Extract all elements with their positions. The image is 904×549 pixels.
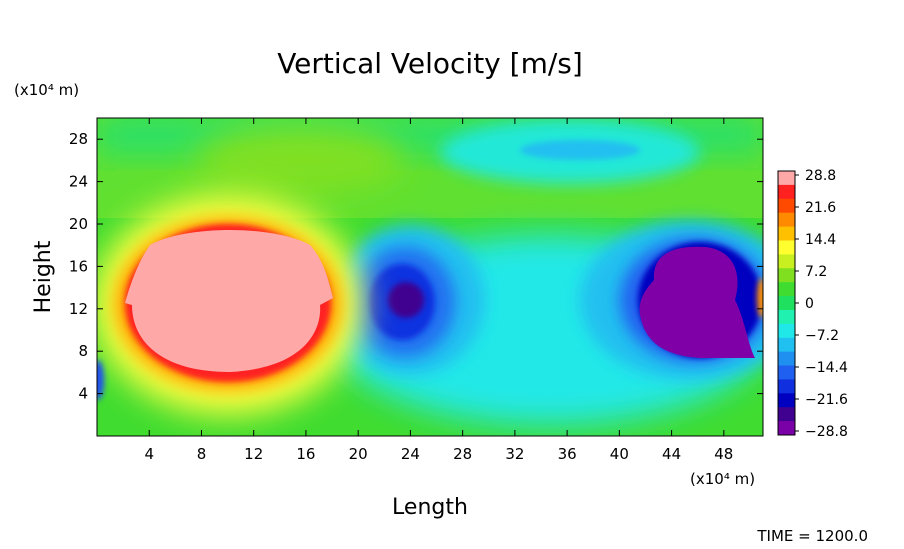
x-tick-label: 44: [662, 445, 681, 463]
x-tick-label: 48: [714, 445, 733, 463]
colorbar-segment: [778, 296, 795, 311]
updraft-core: [125, 230, 333, 372]
x-unit-label: (x10⁴ m): [690, 470, 755, 488]
time-label: TIME = 1200.0: [756, 527, 868, 544]
x-axis: 4 8 12 16 20 24 28 32 36 40 44 48: [144, 118, 733, 463]
colorbar-label: −28.8: [805, 424, 848, 440]
colorbar-segment: [778, 212, 795, 228]
colorbar-label: 21.6: [805, 200, 836, 216]
colorbar-segment: [778, 407, 795, 422]
upper-updraft-region: [195, 125, 405, 195]
x-tick-label: 12: [244, 445, 263, 463]
y-tick-label: 24: [69, 173, 88, 191]
y-tick-label: 28: [69, 130, 88, 148]
x-tick-label: 20: [349, 445, 368, 463]
colorbar-segment: [778, 379, 795, 394]
colorbar-segment: [778, 282, 795, 297]
x-tick-label: 24: [401, 445, 420, 463]
colorbar-segment: [778, 171, 795, 186]
colorbar-segment: [778, 226, 795, 241]
plot-area: [97, 118, 763, 436]
colorbar-label: 0: [805, 296, 814, 312]
edge-downdraft-left: [97, 360, 104, 400]
colorbar-segment: [778, 337, 795, 353]
y-tick-label: 12: [69, 300, 88, 318]
colorbar-segment: [778, 365, 795, 380]
colorbar-segment: [778, 309, 795, 325]
x-tick-label: 40: [610, 445, 629, 463]
y-tick-label: 20: [69, 215, 88, 233]
y-tick-label: 8: [78, 342, 88, 360]
y-unit-label: (x10⁴ m): [14, 81, 79, 99]
x-tick-label: 8: [197, 445, 207, 463]
colorbar-label: 14.4: [805, 232, 836, 248]
colorbar-segment: [778, 421, 795, 436]
colorbar-label: −14.4: [805, 360, 848, 376]
colorbar-label: 28.8: [805, 168, 836, 184]
colorbar-segment: [778, 184, 795, 200]
colorbar-label: −21.6: [805, 392, 848, 408]
chart-title: Vertical Velocity [m/s]: [277, 47, 583, 80]
colorbar-segment: [778, 268, 795, 283]
colorbar-label: −7.2: [805, 328, 839, 344]
left-downdraft-core: [388, 282, 424, 318]
x-tick-label: 28: [453, 445, 472, 463]
y-axis: 4 8 12 16 20 24 28: [69, 130, 763, 403]
colorbar-segment: [778, 323, 795, 339]
x-tick-label: 4: [144, 445, 154, 463]
colorbar-segment: [778, 254, 795, 269]
upper-downdraft-core: [520, 140, 640, 160]
x-tick-label: 36: [558, 445, 577, 463]
colorbar-segment: [778, 351, 795, 367]
colorbar-label: 7.2: [805, 264, 827, 280]
right-downdraft-core: [639, 246, 755, 358]
x-tick-label: 32: [505, 445, 524, 463]
x-tick-label: 16: [296, 445, 315, 463]
colorbar-labels: 28.8 21.6 14.4 7.2 0 −7.2 −14.4 −21.6 −28.8: [795, 168, 848, 440]
plot-frame: [96, 117, 764, 437]
colorbar-segment: [778, 198, 795, 214]
y-axis-label: Height: [31, 240, 56, 313]
y-tick-label: 4: [78, 385, 88, 403]
edge-updraft-right: [757, 278, 763, 318]
colorbar-segment: [778, 240, 795, 255]
colorbar: [777, 170, 796, 436]
x-axis-label: Length: [392, 495, 468, 520]
y-tick-label: 16: [69, 257, 88, 275]
colorbar-segment: [778, 393, 795, 408]
